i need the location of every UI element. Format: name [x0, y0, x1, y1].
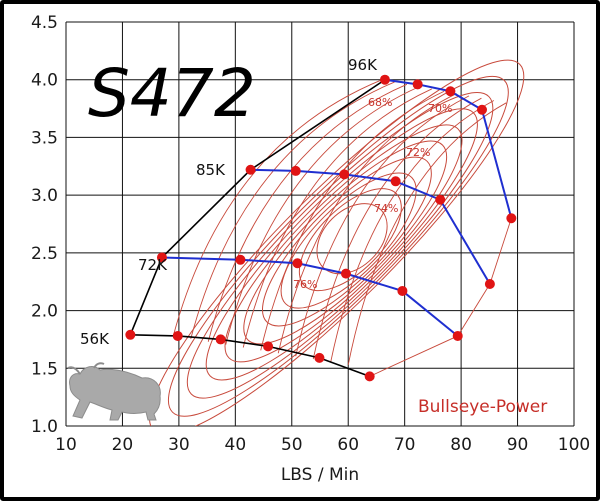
- bull-logo-icon: [67, 362, 161, 421]
- x-tick-label: 60: [337, 435, 359, 455]
- data-point: [314, 352, 325, 363]
- data-point: [506, 213, 517, 224]
- data-point: [390, 176, 401, 187]
- x-tick-label: 30: [168, 435, 190, 455]
- tick-labels: 10 20 30 40 50 60 70 80 90 100 1.0 1.5 2.0 2.5 3.0 3.5 4…: [31, 13, 590, 455]
- efficiency-contour: [190, 81, 395, 339]
- y-tick-label: 2.0: [31, 302, 58, 322]
- efficiency-contour: [207, 83, 408, 342]
- data-point: [445, 86, 456, 97]
- y-tick-label: 4.5: [31, 13, 58, 33]
- y-tick-label: 3.5: [31, 128, 58, 148]
- y-tick-label: 4.0: [31, 71, 58, 91]
- data-point: [290, 165, 301, 176]
- efficiency-contour: [225, 86, 420, 345]
- speed-line: [161, 256, 459, 337]
- efficiency-contour: [243, 140, 448, 345]
- data-point: [215, 334, 226, 345]
- data-point: [484, 279, 495, 290]
- data-point: [340, 268, 351, 279]
- data-point: [172, 330, 183, 341]
- efficiency-contour: [260, 90, 445, 351]
- grid: [65, 21, 575, 427]
- efficiency-contour: [224, 124, 463, 363]
- data-point: [125, 329, 136, 340]
- efficiency-contour: [242, 88, 432, 348]
- data-point: [412, 79, 423, 90]
- x-tick-label: 20: [112, 435, 134, 455]
- speed-label: 96K: [348, 56, 378, 74]
- choke-contour: [369, 218, 512, 377]
- data-point: [292, 258, 303, 269]
- efficiency-label: 70%: [428, 102, 452, 115]
- x-axis-label: LBS / Min: [281, 465, 359, 485]
- x-tick-label: 70: [394, 435, 416, 455]
- efficiency-contour: [149, 59, 525, 426]
- data-point: [379, 74, 390, 85]
- y-tick-label: 1.0: [31, 417, 58, 437]
- efficiency-label: 76%: [293, 278, 317, 291]
- efficiency-contour: [172, 79, 383, 337]
- data-point: [397, 285, 408, 296]
- y-tick-label: 3.0: [31, 186, 58, 206]
- y-tick-label: 2.5: [31, 244, 58, 264]
- data-point: [156, 252, 167, 263]
- efficiency-contour: [347, 102, 507, 365]
- brand-text: Bullseye-Power: [418, 397, 547, 417]
- efficiency-contour: [316, 203, 388, 275]
- data-point: [452, 330, 463, 341]
- chart-title: S472: [88, 55, 256, 132]
- speed-label: 72K: [138, 256, 168, 274]
- efficiency-islands: [149, 59, 525, 426]
- efficiency-label: 72%: [406, 146, 430, 159]
- efficiency-contour: [330, 100, 495, 363]
- efficiency-contour: [312, 97, 482, 360]
- data-point: [245, 164, 256, 175]
- data-point: [263, 341, 274, 352]
- data-point: [235, 254, 246, 265]
- speed-label: 56K: [80, 330, 110, 348]
- speed-label: 85K: [196, 161, 226, 179]
- x-tick-label: 80: [450, 435, 472, 455]
- efficiency-contour: [262, 156, 432, 327]
- data-point: [435, 194, 446, 205]
- map-boundary: [129, 79, 386, 378]
- efficiency-contour: [277, 93, 457, 354]
- efficiency-contour: [186, 92, 494, 399]
- efficiency-label: 68%: [368, 96, 392, 109]
- x-tick-label: 100: [558, 435, 590, 455]
- speed-lines: [125, 74, 517, 382]
- x-tick-label: 90: [507, 435, 529, 455]
- lower-boundary: [130, 334, 370, 378]
- labels: 96K 85K 72K 56K 68% 70% 72% 74% 76%: [80, 56, 452, 348]
- efficiency-label: 74%: [374, 202, 398, 215]
- x-tick-label: 10: [55, 435, 77, 455]
- efficiency-contour: [280, 172, 417, 309]
- x-tick-label: 40: [225, 435, 247, 455]
- data-point: [339, 169, 350, 180]
- y-tick-label: 1.5: [31, 359, 58, 379]
- data-point: [364, 371, 375, 382]
- efficiency-contour: [295, 95, 470, 357]
- surge-line: [129, 79, 386, 336]
- data-point: [476, 104, 487, 115]
- speed-line: [250, 168, 491, 285]
- x-tick-label: 50: [281, 435, 303, 455]
